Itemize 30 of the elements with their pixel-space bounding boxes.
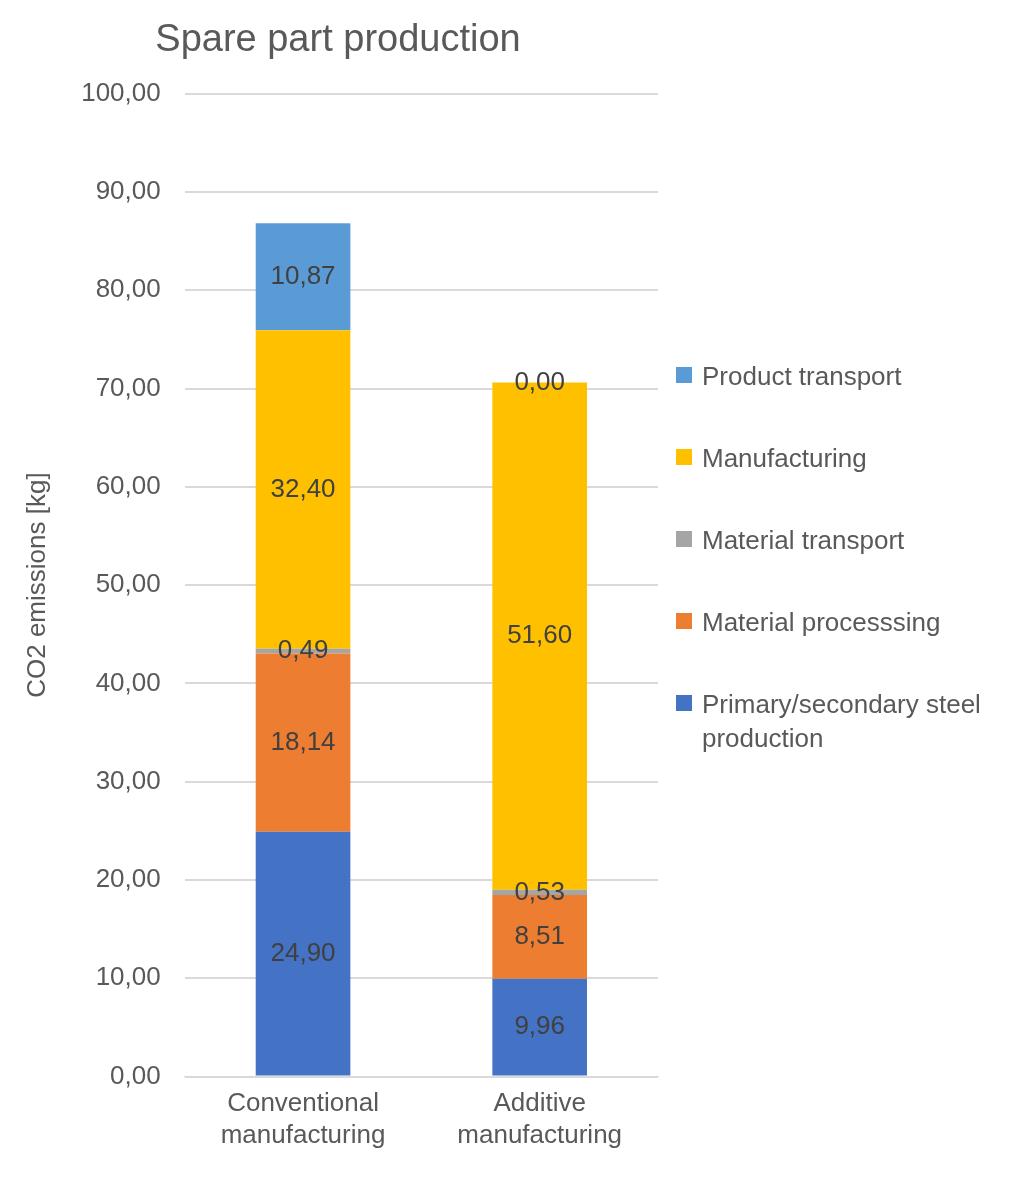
legend-label: Primary/secondary steel production (702, 687, 982, 755)
y-tick-label: 60,00 (95, 469, 161, 500)
y-tick-label: 0,00 (110, 1059, 161, 1090)
legend-label: Product transport (702, 359, 902, 393)
legend-label: Material processsing (702, 605, 941, 639)
legend-label: Manufacturing (702, 441, 867, 475)
data-label: 9,96 (514, 1010, 565, 1041)
legend-label: Material transport (702, 523, 905, 557)
y-axis-title: CO2 emissions [kg] (20, 472, 51, 698)
x-tick-label: Additive manufacturing (457, 1087, 623, 1149)
chart-title: Spare part production (155, 17, 521, 60)
y-tick-label: 30,00 (95, 764, 161, 795)
data-label: 51,60 (507, 619, 573, 650)
data-label: 18,14 (270, 725, 336, 756)
y-tick-label: 80,00 (95, 273, 161, 304)
data-label: 10,87 (270, 259, 336, 290)
data-label: 32,40 (270, 472, 336, 503)
bar (255, 831, 351, 1076)
data-label: 24,90 (270, 936, 336, 967)
y-tick-label: 10,00 (95, 961, 161, 992)
y-tick-label: 40,00 (95, 666, 161, 697)
y-tick-label: 70,00 (95, 371, 161, 402)
y-tick-label: 100,00 (81, 76, 161, 107)
bar (492, 978, 588, 1076)
bar (255, 223, 351, 331)
data-label: 8,51 (514, 920, 565, 951)
y-tick-label: 50,00 (95, 568, 161, 599)
x-tick-label: Conventional manufacturing (220, 1087, 386, 1149)
y-tick-label: 20,00 (95, 863, 161, 894)
y-tick-label: 90,00 (95, 175, 161, 206)
